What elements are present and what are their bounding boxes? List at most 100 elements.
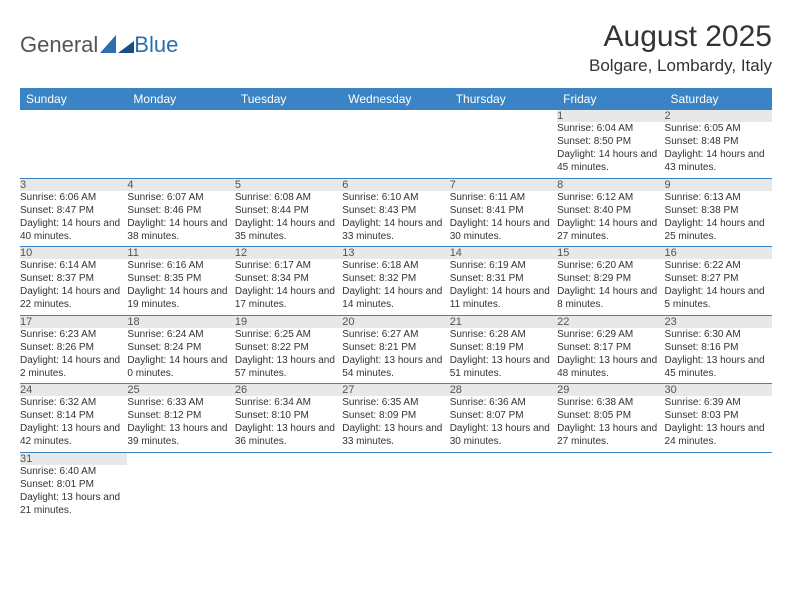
header: General Blue August 2025 Bolgare, Lombar… — [20, 20, 772, 76]
day-number-cell: 23 — [665, 315, 772, 328]
sunrise-text: Sunrise: 6:33 AM — [127, 396, 234, 409]
sunrise-text: Sunrise: 6:10 AM — [342, 191, 449, 204]
day-data-cell: Sunrise: 6:27 AMSunset: 8:21 PMDaylight:… — [342, 328, 449, 384]
day-number-row: 3456789 — [20, 178, 772, 191]
daylight-text: Daylight: 13 hours and 30 minutes. — [450, 422, 557, 448]
sunrise-text: Sunrise: 6:05 AM — [665, 122, 772, 135]
day-number-cell: 9 — [665, 178, 772, 191]
daylight-text: Daylight: 14 hours and 33 minutes. — [342, 217, 449, 243]
daylight-text: Daylight: 13 hours and 36 minutes. — [235, 422, 342, 448]
sunset-text: Sunset: 8:21 PM — [342, 341, 449, 354]
sunset-text: Sunset: 8:38 PM — [665, 204, 772, 217]
daylight-text: Daylight: 14 hours and 40 minutes. — [20, 217, 127, 243]
day-number-cell — [235, 452, 342, 465]
day-data-cell: Sunrise: 6:32 AMSunset: 8:14 PMDaylight:… — [20, 396, 127, 452]
sunrise-text: Sunrise: 6:27 AM — [342, 328, 449, 341]
day-data-cell: Sunrise: 6:13 AMSunset: 8:38 PMDaylight:… — [665, 191, 772, 247]
daylight-text: Daylight: 14 hours and 45 minutes. — [557, 148, 664, 174]
day-data-cell: Sunrise: 6:25 AMSunset: 8:22 PMDaylight:… — [235, 328, 342, 384]
day-data-cell — [127, 122, 234, 178]
sunrise-text: Sunrise: 6:17 AM — [235, 259, 342, 272]
day-data-cell: Sunrise: 6:20 AMSunset: 8:29 PMDaylight:… — [557, 259, 664, 315]
day-number-row: 31 — [20, 452, 772, 465]
daylight-text: Daylight: 14 hours and 2 minutes. — [20, 354, 127, 380]
sunset-text: Sunset: 8:46 PM — [127, 204, 234, 217]
daylight-text: Daylight: 13 hours and 57 minutes. — [235, 354, 342, 380]
daylight-text: Daylight: 13 hours and 48 minutes. — [557, 354, 664, 380]
day-data-cell: Sunrise: 6:17 AMSunset: 8:34 PMDaylight:… — [235, 259, 342, 315]
sunset-text: Sunset: 8:34 PM — [235, 272, 342, 285]
sunrise-text: Sunrise: 6:23 AM — [20, 328, 127, 341]
day-number-row: 10111213141516 — [20, 247, 772, 260]
day-data-cell: Sunrise: 6:35 AMSunset: 8:09 PMDaylight:… — [342, 396, 449, 452]
sunrise-text: Sunrise: 6:13 AM — [665, 191, 772, 204]
day-data-cell — [342, 465, 449, 521]
day-data-cell — [450, 122, 557, 178]
daylight-text: Daylight: 13 hours and 45 minutes. — [665, 354, 772, 380]
sunset-text: Sunset: 8:50 PM — [557, 135, 664, 148]
daylight-text: Daylight: 14 hours and 27 minutes. — [557, 217, 664, 243]
day-number-cell — [127, 452, 234, 465]
day-data-cell: Sunrise: 6:16 AMSunset: 8:35 PMDaylight:… — [127, 259, 234, 315]
daylight-text: Daylight: 14 hours and 38 minutes. — [127, 217, 234, 243]
day-data-cell — [450, 465, 557, 521]
day-data-cell — [235, 122, 342, 178]
day-number-cell: 20 — [342, 315, 449, 328]
day-number-cell: 1 — [557, 110, 664, 122]
day-number-cell: 25 — [127, 384, 234, 397]
sunset-text: Sunset: 8:07 PM — [450, 409, 557, 422]
day-number-cell: 15 — [557, 247, 664, 260]
day-header: Monday — [127, 88, 234, 110]
day-data-cell: Sunrise: 6:11 AMSunset: 8:41 PMDaylight:… — [450, 191, 557, 247]
daylight-text: Daylight: 13 hours and 33 minutes. — [342, 422, 449, 448]
day-number-cell — [127, 110, 234, 122]
day-number-cell: 4 — [127, 178, 234, 191]
day-data-row: Sunrise: 6:23 AMSunset: 8:26 PMDaylight:… — [20, 328, 772, 384]
day-number-cell: 13 — [342, 247, 449, 260]
day-data-cell: Sunrise: 6:22 AMSunset: 8:27 PMDaylight:… — [665, 259, 772, 315]
day-data-cell — [342, 122, 449, 178]
daylight-text: Daylight: 13 hours and 21 minutes. — [20, 491, 127, 517]
day-number-cell: 22 — [557, 315, 664, 328]
day-header: Saturday — [665, 88, 772, 110]
daylight-text: Daylight: 14 hours and 17 minutes. — [235, 285, 342, 311]
day-data-cell: Sunrise: 6:36 AMSunset: 8:07 PMDaylight:… — [450, 396, 557, 452]
sunrise-text: Sunrise: 6:16 AM — [127, 259, 234, 272]
day-header: Thursday — [450, 88, 557, 110]
daylight-text: Daylight: 14 hours and 19 minutes. — [127, 285, 234, 311]
sunset-text: Sunset: 8:44 PM — [235, 204, 342, 217]
day-number-cell — [557, 452, 664, 465]
sunset-text: Sunset: 8:16 PM — [665, 341, 772, 354]
sunrise-text: Sunrise: 6:12 AM — [557, 191, 664, 204]
day-number-cell: 12 — [235, 247, 342, 260]
day-data-cell: Sunrise: 6:07 AMSunset: 8:46 PMDaylight:… — [127, 191, 234, 247]
sunset-text: Sunset: 8:12 PM — [127, 409, 234, 422]
day-number-cell — [450, 110, 557, 122]
daylight-text: Daylight: 13 hours and 39 minutes. — [127, 422, 234, 448]
day-data-cell: Sunrise: 6:23 AMSunset: 8:26 PMDaylight:… — [20, 328, 127, 384]
daylight-text: Daylight: 14 hours and 11 minutes. — [450, 285, 557, 311]
daylight-text: Daylight: 13 hours and 27 minutes. — [557, 422, 664, 448]
day-data-row: Sunrise: 6:04 AMSunset: 8:50 PMDaylight:… — [20, 122, 772, 178]
day-number-cell: 31 — [20, 452, 127, 465]
sunset-text: Sunset: 8:37 PM — [20, 272, 127, 285]
logo-text-general: General — [20, 32, 98, 58]
day-data-cell: Sunrise: 6:28 AMSunset: 8:19 PMDaylight:… — [450, 328, 557, 384]
day-number-cell: 26 — [235, 384, 342, 397]
sunrise-text: Sunrise: 6:18 AM — [342, 259, 449, 272]
day-data-cell: Sunrise: 6:24 AMSunset: 8:24 PMDaylight:… — [127, 328, 234, 384]
sunset-text: Sunset: 8:26 PM — [20, 341, 127, 354]
day-data-row: Sunrise: 6:40 AMSunset: 8:01 PMDaylight:… — [20, 465, 772, 521]
sunrise-text: Sunrise: 6:40 AM — [20, 465, 127, 478]
day-number-cell: 21 — [450, 315, 557, 328]
day-data-cell: Sunrise: 6:40 AMSunset: 8:01 PMDaylight:… — [20, 465, 127, 521]
day-number-cell: 8 — [557, 178, 664, 191]
sunset-text: Sunset: 8:22 PM — [235, 341, 342, 354]
day-number-cell: 18 — [127, 315, 234, 328]
title-block: August 2025 Bolgare, Lombardy, Italy — [589, 20, 772, 76]
sunset-text: Sunset: 8:31 PM — [450, 272, 557, 285]
sunrise-text: Sunrise: 6:19 AM — [450, 259, 557, 272]
sunset-text: Sunset: 8:29 PM — [557, 272, 664, 285]
daylight-text: Daylight: 14 hours and 14 minutes. — [342, 285, 449, 311]
logo-text-blue: Blue — [134, 32, 178, 58]
